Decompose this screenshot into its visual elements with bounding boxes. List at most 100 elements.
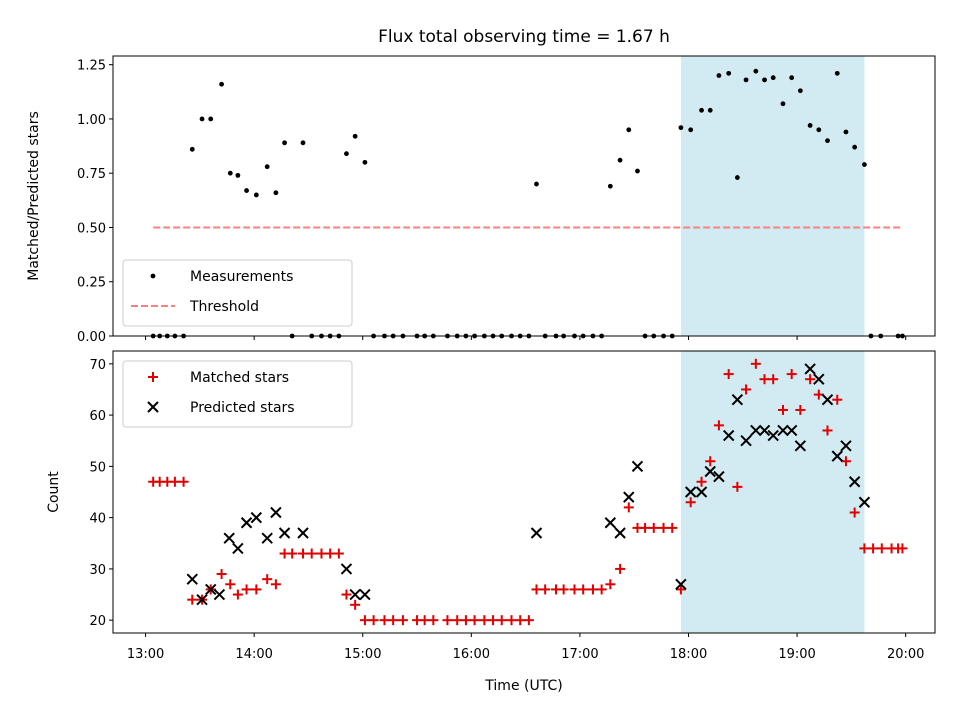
matched-marker: [705, 456, 716, 467]
matched-marker: [178, 476, 189, 487]
legend-box: [122, 259, 353, 327]
x-tick-label: 20:00: [887, 647, 924, 662]
matched-marker: [849, 507, 860, 518]
predicted-marker: [186, 573, 198, 585]
matched-marker: [805, 374, 816, 385]
bottom-ylabel: Count: [46, 471, 62, 513]
matched-marker: [397, 615, 408, 626]
measurement-point: [797, 88, 803, 94]
y-tick-label: 50: [89, 460, 106, 475]
chart-title: Flux total observing time = 1.67 h: [378, 27, 670, 47]
measurement-point: [264, 164, 270, 170]
predicted-marker: [278, 527, 291, 539]
highlight-span: [680, 56, 865, 336]
matched-marker: [750, 358, 761, 369]
matched-marker: [596, 584, 607, 595]
measurement-point: [282, 140, 287, 146]
predicted-marker: [722, 429, 735, 442]
measurement-point: [273, 190, 279, 196]
predicted-marker: [858, 496, 871, 508]
matched-marker: [419, 615, 430, 626]
matched-marker: [531, 584, 542, 595]
measurement-point: [688, 127, 694, 133]
matched-marker: [251, 584, 262, 595]
matched-marker: [452, 615, 463, 626]
matched-marker: [696, 476, 707, 487]
matched-marker: [325, 548, 336, 559]
predicted-marker: [631, 460, 644, 473]
measurement-point: [617, 157, 623, 163]
matched-marker: [840, 456, 851, 467]
measurement-point: [726, 70, 732, 76]
matched-marker: [741, 384, 752, 395]
legend-label: Matched stars: [190, 370, 289, 386]
predicted-marker: [340, 563, 353, 575]
measurement-point: [862, 162, 867, 167]
y-tick-label: 0.00: [77, 330, 106, 345]
axes-frame: [112, 55, 936, 337]
matched-marker: [232, 589, 243, 600]
matched-marker: [759, 374, 770, 385]
measurement-point: [607, 183, 613, 189]
matched-marker: [540, 584, 551, 595]
matched-marker: [306, 548, 317, 559]
matched-marker: [379, 615, 390, 626]
legend: Matched stars Predicted stars: [122, 360, 353, 428]
matched-marker: [868, 543, 879, 554]
measurement-point: [219, 81, 224, 87]
top-ylabel: Matched/Predicted stars: [26, 111, 42, 281]
matched-marker: [515, 615, 526, 626]
x-tick-label: 14:00: [235, 647, 272, 662]
predicted-marker: [270, 506, 282, 519]
matched-marker: [658, 522, 669, 533]
matched-marker: [768, 374, 779, 385]
matched-marker: [368, 615, 379, 626]
matched-marker: [388, 615, 399, 626]
measurement-point: [780, 101, 786, 107]
measurement-point: [199, 116, 205, 122]
y-tick-label: 60: [89, 409, 106, 424]
measurement-point: [852, 144, 858, 150]
predicted-marker: [261, 532, 273, 544]
matched-marker: [587, 584, 598, 595]
measurement-point: [352, 133, 358, 139]
matched-marker: [648, 522, 659, 533]
predicted-marker: [675, 578, 687, 590]
measurement-point: [789, 75, 795, 81]
predicted-marker: [831, 450, 843, 462]
matched-marker: [262, 574, 273, 585]
predicted-marker: [740, 435, 752, 447]
predicted-marker: [250, 511, 263, 524]
matched-marker: [479, 615, 490, 626]
axes-frame: [112, 350, 936, 634]
predicted-marker: [684, 486, 697, 498]
matched-marker: [350, 599, 361, 610]
predicted-marker: [750, 424, 762, 437]
predicted-marker: [232, 542, 244, 555]
predicted-marker: [213, 588, 226, 601]
measurement-point: [807, 123, 813, 128]
measurement-point: [834, 70, 840, 76]
matched-marker: [341, 589, 352, 600]
y-tick-label: 0.25: [77, 276, 106, 291]
matched-marker: [822, 425, 833, 436]
predicted-marker: [205, 583, 217, 596]
predicted-marker: [713, 470, 725, 483]
measurement-point: [189, 146, 195, 152]
predicted-marker: [767, 429, 779, 442]
x-tick-label: 17:00: [561, 647, 598, 662]
matched-marker: [897, 543, 908, 554]
matched-marker: [298, 548, 309, 559]
predicted-marker: [614, 527, 626, 539]
matched-marker: [442, 615, 453, 626]
legend: Measurements Threshold: [122, 259, 353, 327]
matched-marker: [187, 594, 198, 605]
measurement-point: [816, 127, 822, 133]
predicted-marker: [840, 440, 852, 452]
matched-marker: [428, 615, 439, 626]
predicted-marker: [196, 593, 208, 606]
legend-marker-measurements: [150, 273, 156, 279]
matched-marker: [713, 420, 724, 431]
x-tick-label: 16:00: [453, 647, 490, 662]
predicted-marker: [813, 373, 825, 385]
